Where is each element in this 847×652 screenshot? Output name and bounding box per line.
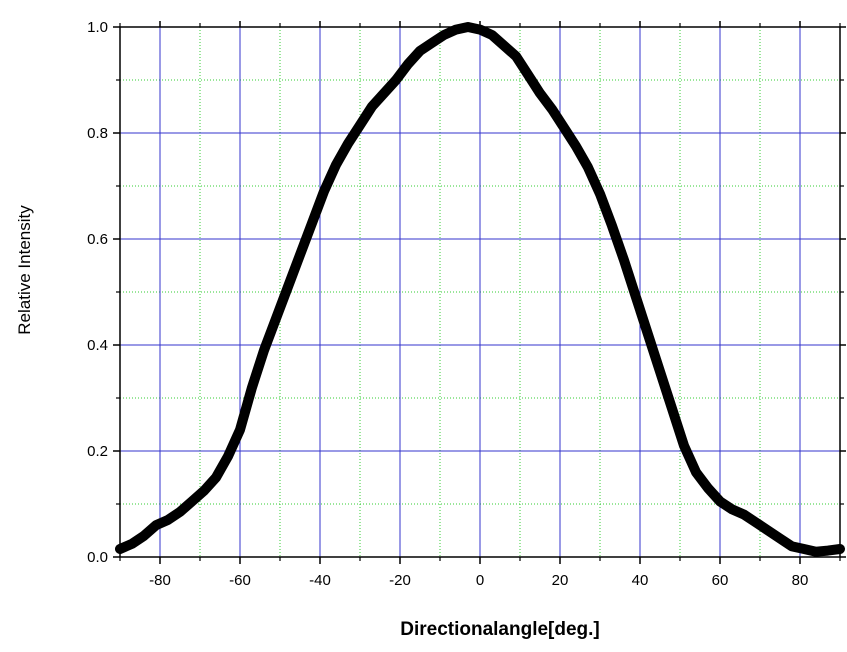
y-tick-label: 0.8 [87, 125, 108, 142]
y-tick-label: 0.4 [87, 337, 108, 354]
series-group [115, 22, 845, 557]
y-tick-label: 0.2 [87, 443, 108, 460]
x-tick-label: 40 [632, 572, 649, 589]
x-axis-label: Directionalangle[deg.] [400, 619, 600, 640]
axis-ticks [113, 21, 846, 564]
x-tick-label: -20 [389, 572, 411, 589]
x-tick-labels: -80 -60 -40 -20 0 20 40 60 80 [149, 572, 808, 589]
y-tick-label: 0.6 [87, 231, 108, 248]
x-tick-label: 20 [552, 572, 569, 589]
y-tick-label: 1.0 [87, 19, 108, 36]
y-tick-label: 0.0 [87, 549, 108, 566]
x-tick-label: -60 [229, 572, 251, 589]
x-tick-label: 80 [792, 572, 809, 589]
major-grid [120, 27, 840, 557]
x-tick-label: -80 [149, 572, 171, 589]
intensity-curve [115, 22, 845, 557]
x-tick-label: 60 [712, 572, 729, 589]
x-tick-label: -40 [309, 572, 331, 589]
y-axis-label: Relative Intensity [15, 205, 34, 335]
y-tick-labels: 0.0 0.2 0.4 0.6 0.8 1.0 [87, 19, 108, 566]
x-tick-label: 0 [476, 572, 484, 589]
